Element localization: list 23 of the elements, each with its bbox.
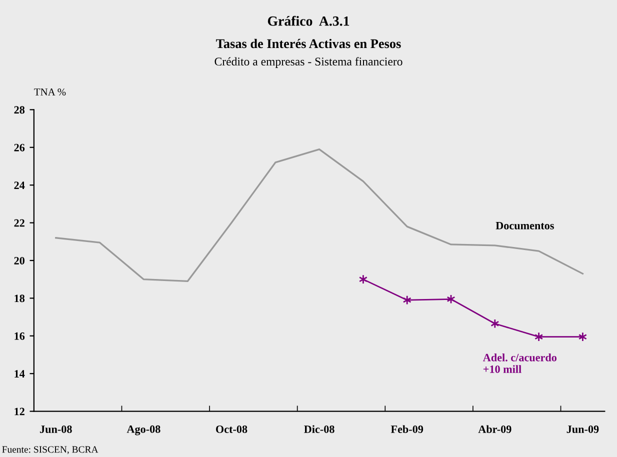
x-tick-label: Jun-08 (40, 426, 72, 434)
y-tick-label: 12 (14, 408, 24, 416)
y-axis-title: TNA % (34, 88, 66, 96)
x-tick-label: Jun-09 (566, 426, 599, 434)
x-tick-label: Ago-08 (126, 425, 160, 436)
series-label: Documentos (496, 222, 554, 230)
y-tick-label: 28 (14, 106, 25, 114)
x-tick-label: Dic-08 (304, 425, 334, 434)
y-tick-label: 14 (14, 370, 25, 378)
line-series (55, 148, 584, 282)
y-tick-label: 26 (14, 144, 25, 152)
y-tick-label: 16 (14, 332, 25, 340)
y-tick-label: 24 (14, 182, 25, 189)
source-note: Fuente: SISCEN, BCRA (2, 446, 98, 454)
series-label: Adel. c/acuerdo +10 mill (482, 354, 557, 373)
chart-subtitle: Tasas de Interés Activas en Pesos Crédito a empresas - Sistema financiero (214, 38, 402, 68)
x-tick-label: Feb-09 (390, 425, 424, 434)
y-tick-label: 22 (14, 219, 24, 227)
chart-title: Gráfico A.3.1 (268, 16, 350, 26)
x-tick-label: Abr-09 (478, 425, 512, 434)
y-tick-label: 18 (14, 294, 25, 302)
y-tick-label: 20 (14, 256, 24, 264)
x-tick-label: Oct-08 (216, 426, 248, 434)
